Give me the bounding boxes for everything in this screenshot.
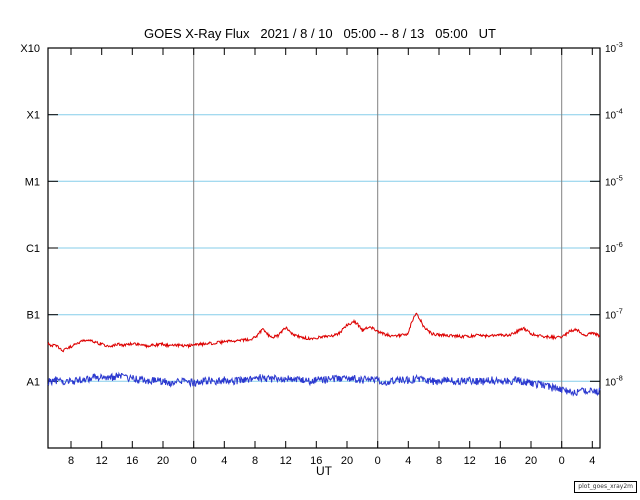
y-axis-label-right: 10-8: [605, 373, 623, 388]
y-axis-label-right: 10-6: [605, 240, 623, 255]
y-axis-label-left: C1: [26, 243, 40, 255]
y-axis-label-right: 10-5: [605, 173, 623, 188]
y-axis-label-left: B1: [27, 310, 40, 322]
x-tick-label: 0: [559, 455, 565, 467]
y-axis-label-left: X10: [20, 43, 40, 55]
x-tick-label: 0: [191, 455, 197, 467]
x-tick-label: 8: [68, 455, 74, 467]
y-axis-label-left: X1: [27, 110, 40, 122]
y-axis-label-left: A1: [27, 376, 40, 388]
x-tick-label: 4: [589, 455, 595, 467]
y-axis-label-right: 10-4: [605, 107, 623, 122]
x-tick-label: 12: [464, 455, 476, 467]
x-tick-label: 16: [126, 455, 138, 467]
y-axis-label-right: 10-3: [605, 40, 623, 55]
x-tick-label: 20: [525, 455, 537, 467]
y-axis-label-right: 10-7: [605, 307, 623, 322]
xray-short-series: [47, 371, 601, 397]
x-tick-label: 12: [280, 455, 292, 467]
chart-title: GOES X-Ray Flux 2021 / 8 / 10 05:00 -- 8…: [144, 26, 496, 41]
x-tick-label: 4: [221, 455, 227, 467]
x-tick-label: 0: [375, 455, 381, 467]
x-tick-label: 12: [96, 455, 108, 467]
x-tick-label: 16: [494, 455, 506, 467]
watermark-label: plot_goes_xray2m: [574, 481, 637, 493]
x-tick-label: 4: [405, 455, 411, 467]
x-tick-label: 8: [436, 455, 442, 467]
x-tick-label: 8: [252, 455, 258, 467]
x-tick-label: 20: [157, 455, 169, 467]
y-axis-label-left: M1: [25, 176, 40, 188]
x-tick-label: 16: [310, 455, 322, 467]
xray-long-series: [47, 312, 600, 353]
x-tick-label: 20: [341, 455, 353, 467]
x-axis-title: UT: [316, 464, 332, 478]
